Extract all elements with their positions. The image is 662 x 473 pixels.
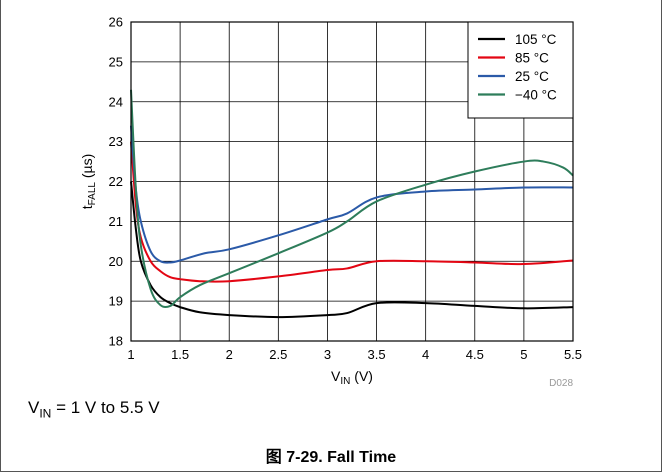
figure-caption: VIN = 1 V to 5.5 V [28,398,160,420]
series-line-2 [130,125,574,264]
series-line-1 [130,141,574,283]
x-tick-label: 3 [324,347,331,362]
caption-sub: IN [39,406,52,421]
x-tick-label: 5 [520,347,527,362]
grid [131,22,573,341]
y-axis-title: tFALL (µs) [79,154,98,210]
y-tick-labels: 18 19 20 21 22 23 24 25 26 [109,15,123,349]
x-tick-label: 2 [226,347,233,362]
y-tick-label: 19 [109,294,123,309]
x-tick-label: 2.5 [269,347,287,362]
x-axis-title: VIN (V) [331,368,373,387]
y-tick-label: 23 [109,134,123,149]
legend: 105 °C 85 °C 25 °C −40 °C [467,21,574,119]
y-tick-label: 24 [109,94,123,109]
legend-label: 25 °C [515,69,549,84]
figure-title: 图 7-29. Fall Time [265,449,397,466]
series-lines [130,89,574,319]
y-tick-label: 21 [109,214,123,229]
x-tick-label: 5.5 [564,347,582,362]
x-tick-label: 4.5 [466,347,484,362]
plot-area-border [130,21,574,342]
caption-main: V [28,398,40,417]
legend-label: 105 °C [515,32,557,47]
y-tick-label: 26 [109,15,123,30]
series-line-3 [130,89,574,309]
series-line-0 [130,181,574,319]
x-tick-label: 1.5 [171,347,189,362]
watermark-label: D028 [549,378,573,389]
legend-label: −40 °C [515,88,557,103]
legend-label: 85 °C [515,51,549,66]
x-tick-labels: 1 1.5 2 2.5 3 3.5 4 4.5 5 5.5 [127,347,582,362]
x-tick-label: 3.5 [368,347,386,362]
y-tick-label: 20 [109,254,123,269]
x-tick-label: 1 [127,347,134,362]
caption-rest: = 1 V to 5.5 V [51,398,160,417]
y-tick-label: 22 [109,174,123,189]
y-tick-label: 25 [109,54,123,69]
x-tick-label: 4 [422,347,429,362]
y-tick-label: 18 [109,334,123,349]
